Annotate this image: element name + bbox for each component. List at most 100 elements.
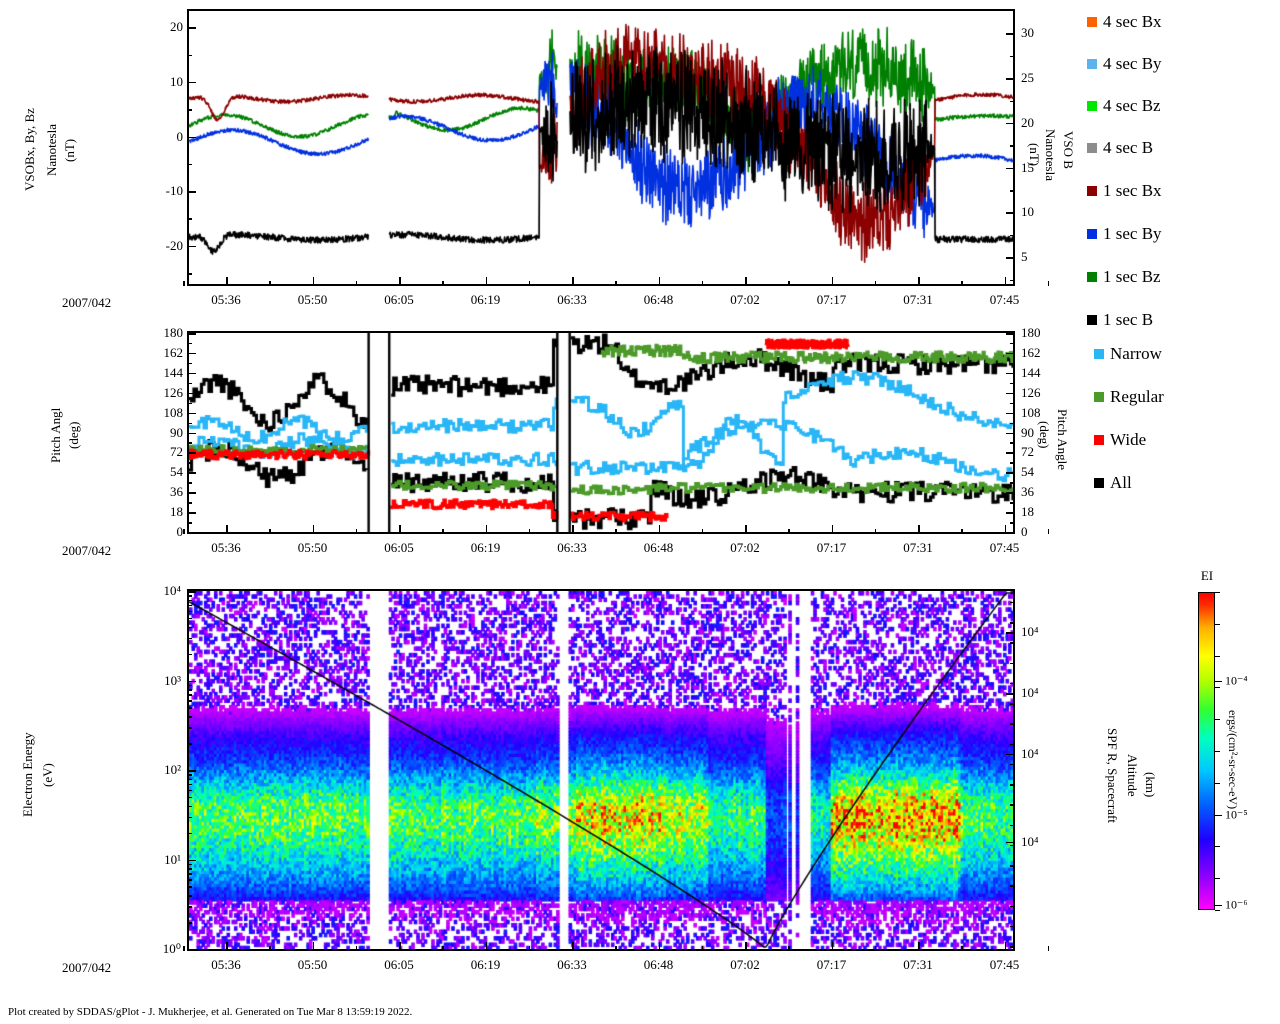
axis-tick — [1010, 865, 1015, 867]
axis-tick — [1006, 693, 1015, 695]
axis-tick — [1010, 885, 1015, 887]
axis-tick — [187, 684, 192, 687]
axis-tick — [528, 946, 530, 951]
axis-tick-label: 05:50 — [297, 292, 328, 307]
axis-tick — [187, 382, 192, 385]
axis-tick-label: 06:05 — [384, 292, 414, 307]
axis-tick-label: 10³ — [164, 672, 181, 688]
legend-item-1-sec-bz[interactable]: 1 sec Bz — [1087, 267, 1161, 287]
axis-tick — [187, 492, 196, 494]
axis-tick-label: 05:36 — [211, 540, 241, 555]
axis-tick — [1010, 662, 1015, 665]
legend-item-4-sec-bz[interactable]: 4 sec Bz — [1087, 96, 1161, 116]
axis-tick — [745, 525, 747, 534]
axis-tick — [269, 281, 271, 286]
panel2-date-label: 2007/042 — [62, 543, 112, 558]
legend-item-1-sec-b[interactable]: 1 sec B — [1087, 310, 1153, 330]
axis-tick-label: 10⁴ — [1021, 833, 1039, 849]
legend-item-4-sec-by[interactable]: 4 sec By — [1087, 54, 1162, 74]
panel2-ylabel-right-line1: Pitch Angle — [1055, 409, 1070, 471]
axis-tick — [831, 277, 833, 286]
axis-tick — [1010, 682, 1015, 685]
axis-tick — [312, 942, 314, 951]
axis-tick — [187, 273, 192, 275]
axis-tick — [1047, 281, 1049, 286]
axis-tick — [187, 432, 196, 434]
axis-tick-label: 20 — [170, 19, 183, 35]
axis-tick — [187, 412, 196, 415]
legend-item-regular[interactable]: Regular — [1094, 387, 1164, 407]
legend-item-1-sec-bx[interactable]: 1 sec Bx — [1087, 181, 1162, 201]
axis-tick — [187, 863, 192, 866]
axis-tick — [1006, 472, 1015, 474]
axis-tick-label: 15 — [1021, 159, 1034, 175]
axis-tick — [187, 218, 192, 220]
legend-swatch-icon — [1087, 186, 1097, 196]
axis-tick — [187, 595, 192, 597]
axis-tick — [1010, 522, 1015, 524]
axis-tick-label: 36 — [170, 484, 183, 500]
axis-tick — [187, 879, 192, 881]
axis-tick — [187, 783, 192, 786]
legend-item-narrow[interactable]: Narrow — [1094, 344, 1162, 364]
legend-item-4-sec-bx[interactable]: 4 sec Bx — [1087, 12, 1162, 32]
axis-tick-label: 144 — [1021, 364, 1041, 380]
footer-credit: Plot created by SDDAS/gPlot - J. Mukherj… — [8, 1006, 413, 1018]
legend-item-wide[interactable]: Wide — [1094, 430, 1146, 450]
legend-label: 4 sec B — [1103, 138, 1154, 157]
axis-tick — [1010, 703, 1015, 705]
axis-tick — [1006, 333, 1015, 335]
axis-tick-label: 10 — [1021, 204, 1034, 220]
axis-tick-label: 90 — [1021, 424, 1034, 440]
axis-tick-label: 108 — [1021, 404, 1041, 420]
axis-tick — [187, 191, 196, 193]
axis-tick — [1004, 277, 1006, 286]
axis-tick — [187, 700, 192, 702]
axis-tick — [1010, 402, 1015, 405]
axis-tick — [187, 922, 192, 924]
legend-item-1-sec-by[interactable]: 1 sec By — [1087, 224, 1162, 244]
axis-tick — [1010, 784, 1015, 786]
axis-tick-label: 10⁻⁴ — [1225, 673, 1248, 688]
axis-tick — [701, 281, 703, 286]
axis-tick — [1006, 392, 1015, 395]
panel1-ylabel-left-line1: VSOBx, By, Bz — [22, 108, 37, 192]
axis-tick — [1006, 452, 1015, 454]
pitch-angle-canvas — [189, 333, 1013, 532]
axis-tick — [187, 342, 192, 345]
axis-tick — [355, 946, 357, 951]
axis-tick-label: 10² — [164, 762, 181, 777]
axis-tick-label: 72 — [170, 444, 183, 460]
axis-tick — [572, 525, 574, 534]
magnetometer-canvas — [189, 11, 1013, 284]
axis-tick-label: 07:31 — [903, 292, 933, 307]
axis-tick-label: 07:02 — [730, 957, 760, 972]
axis-tick — [187, 352, 196, 355]
axis-tick-label: 05:50 — [297, 957, 328, 972]
axis-tick — [1010, 100, 1015, 102]
colorbar-minor-tick — [1215, 751, 1220, 752]
axis-tick — [187, 512, 196, 514]
legend-item-all[interactable]: All — [1094, 473, 1132, 493]
axis-tick — [187, 949, 196, 951]
axis-tick — [1006, 632, 1015, 634]
axis-tick — [442, 281, 444, 286]
axis-tick — [1010, 362, 1015, 365]
axis-tick — [187, 54, 192, 57]
axis-tick-label: 180 — [1021, 325, 1041, 340]
axis-tick — [874, 281, 876, 286]
axis-tick — [187, 502, 192, 504]
axis-tick — [187, 906, 192, 908]
axis-tick — [1006, 412, 1015, 415]
legend-item-4-sec-b[interactable]: 4 sec B — [1087, 138, 1153, 158]
axis-tick — [1010, 234, 1015, 237]
axis-tick — [187, 452, 196, 454]
axis-tick — [187, 873, 192, 875]
colorbar-minor-tick — [1215, 878, 1220, 880]
axis-tick — [187, 680, 196, 682]
axis-tick — [1006, 33, 1015, 35]
axis-tick — [1006, 512, 1015, 514]
axis-tick-label: 05:50 — [297, 540, 328, 555]
axis-tick-label: 07:45 — [989, 957, 1020, 972]
axis-tick — [355, 281, 357, 286]
